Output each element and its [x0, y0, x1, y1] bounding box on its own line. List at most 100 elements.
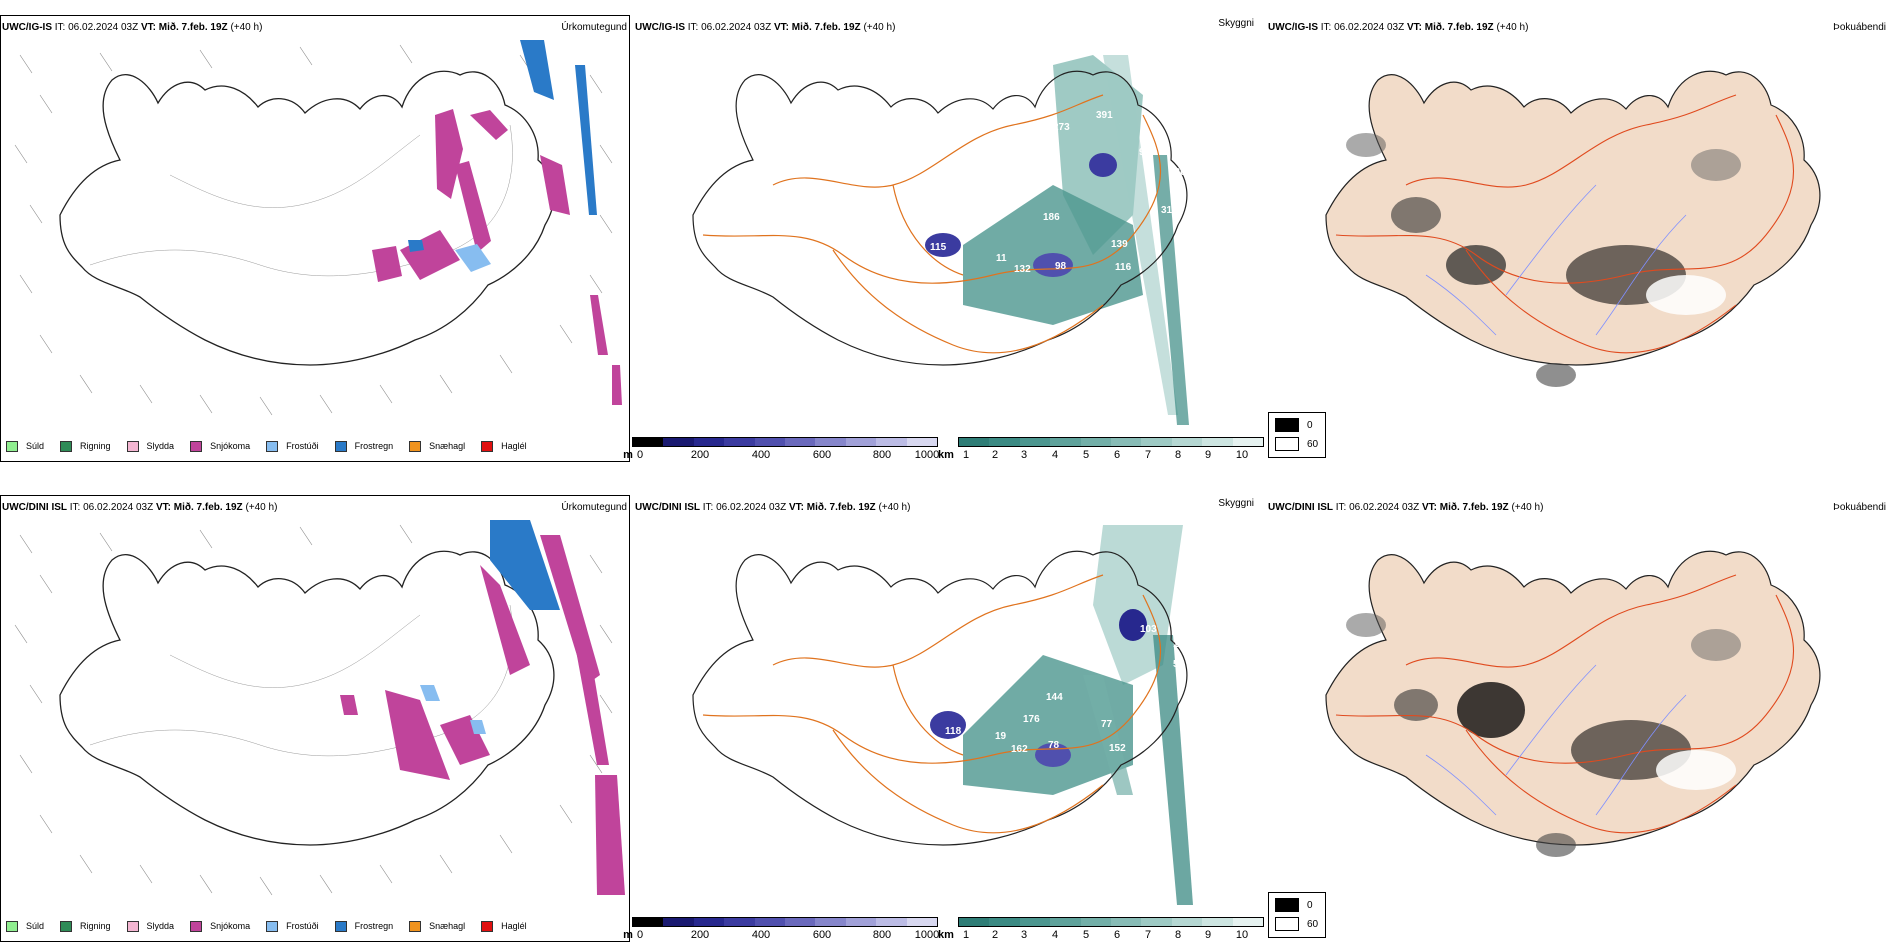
model-name: UWC/IG-IS [2, 22, 52, 33]
tick-label: 1 [962, 449, 970, 461]
tick-label: 8 [1174, 449, 1182, 461]
legend-swatch [190, 920, 203, 932]
visibility-label: 19 [995, 731, 1007, 742]
tick-label: 9 [1204, 449, 1212, 461]
legend-item: Rigning [60, 440, 111, 452]
visibility-label: 112 [873, 739, 890, 750]
panel-frame [0, 15, 630, 462]
fog-legend-item: 0 [1275, 418, 1319, 432]
visibility-label: 273 [1053, 122, 1070, 133]
visibility-panel-dini: UWC/DINI ISL IT: 06.02.2024 03Z VT: Mið.… [633, 480, 1266, 943]
tick-label: 1000 [914, 449, 940, 461]
vt-value: Mið. 7.feb. 19Z [1439, 502, 1509, 513]
legend-label: Rigning [80, 921, 111, 931]
visibility-ticks: km 1 2 3 4 5 6 7 8 9 10 [938, 929, 1264, 941]
visibility-label: 391 [1096, 110, 1113, 121]
fog-legend-swatch [1275, 898, 1299, 912]
fog-map [1325, 70, 1821, 387]
visibility-label: 97 [1170, 189, 1182, 200]
legend-label: Frostregn [354, 921, 394, 931]
legend-label: Frostúði [286, 441, 319, 451]
legend-swatch [334, 920, 347, 932]
lead-time: (+40 h) [878, 502, 911, 513]
tick-label: 6 [1113, 929, 1121, 941]
visibility-ticks: km 1 2 3 4 5 6 7 8 9 10 [938, 449, 1264, 461]
fog-panel-dini: UWC/DINI ISL IT: 06.02.2024 03Z VT: Mið.… [1266, 480, 1900, 943]
tick-label: 6 [1113, 449, 1121, 461]
model-name: UWC/DINI ISL [635, 502, 700, 513]
rivers [1425, 184, 1687, 336]
legend-item: Snæhagl [409, 920, 465, 932]
visibility-colorbar: km 1 2 3 4 5 6 7 8 9 10 [938, 437, 1264, 461]
tick-label: 600 [812, 929, 832, 941]
it-value: 06.02.2024 03Z [1349, 502, 1420, 513]
tick-label: 1 [962, 929, 970, 941]
visibility-label: 116 [1115, 262, 1132, 273]
wind-barbs [14, 44, 613, 416]
fog-legend-label: 0 [1307, 419, 1313, 431]
visibility-label: 120 [1169, 167, 1186, 178]
model-name: UWC/DINI ISL [1268, 502, 1333, 513]
panel-title: Skyggni [1218, 498, 1254, 509]
panel-header: UWC/IG-IS IT: 06.02.2024 03Z VT: Mið. 7.… [635, 22, 895, 33]
visibility-label: 77 [1101, 719, 1113, 730]
legend-item: Frostregn [334, 920, 394, 932]
legend-swatch [409, 440, 422, 452]
panel-header: UWC/DINI ISL IT: 06.02.2024 03Z VT: Mið.… [635, 502, 910, 513]
legend-item: Slydda [126, 920, 174, 932]
visibility-label: 11 [996, 253, 1007, 264]
model-name: UWC/IG-IS [635, 22, 685, 33]
vt-value: Mið. 7.feb. 19Z [806, 502, 876, 513]
fog-legend: 0 60 [1268, 412, 1326, 458]
tick-label: 8 [1174, 929, 1182, 941]
tick-label: 800 [872, 449, 892, 461]
panel-header: UWC/DINI ISL IT: 06.02.2024 03Z VT: Mið.… [1268, 502, 1543, 513]
precip-legend: Súld Rigning Slydda Snjókoma Frostúði Fr… [6, 918, 543, 934]
legend-swatch [60, 920, 73, 932]
tick-label: 800 [872, 929, 892, 941]
legend-item: Frostúði [266, 440, 319, 452]
tick-label: 400 [751, 929, 771, 941]
legend-item: Súld [6, 440, 45, 452]
altitude-unit: m [623, 449, 633, 461]
roads [702, 574, 1162, 834]
panel-header: UWC/DINI ISL IT: 06.02.2024 03Z VT: Mið.… [2, 502, 277, 513]
visibility-label: 17 [873, 262, 885, 273]
tick-label: 0 [636, 449, 644, 461]
tick-label: 0 [636, 929, 644, 941]
lead-time: (+40 h) [1496, 22, 1529, 33]
visibility-value-labels: 103 141 57 144 176 118 19 162 78 77 152 … [873, 624, 1190, 755]
legend-label: Súld [26, 441, 45, 451]
tick-label: 5 [1082, 449, 1090, 461]
roads [1335, 574, 1795, 834]
legend-label: Snjókoma [210, 441, 251, 451]
visibility-label: 162 [1011, 744, 1028, 755]
legend-label: Haglél [501, 441, 527, 451]
visibility-label: 186 [1043, 212, 1060, 223]
altitude-colorbar: m 0 200 400 600 800 1000 [623, 437, 940, 461]
legend-swatch [481, 440, 494, 452]
wind-barbs [14, 524, 613, 896]
legend-swatch [6, 920, 18, 932]
fog-legend-swatch [1275, 418, 1299, 432]
fog-legend-label: 60 [1307, 438, 1319, 450]
it-label: IT: [687, 22, 699, 33]
tick-label: 4 [1051, 449, 1059, 461]
vt-label: VT: [773, 22, 789, 33]
visibility-label: 43 [891, 720, 903, 731]
legend-swatch [6, 440, 18, 452]
tick-label: 5 [1082, 929, 1090, 941]
it-label: IT: [54, 22, 66, 33]
panel-title: Þokuábendi [1833, 502, 1886, 513]
vt-value: Mið. 7.feb. 19Z [1424, 22, 1494, 33]
visibility-map: 273 391 97 120 97 31 186 115 11 132 98 1… [692, 55, 1189, 425]
model-name: UWC/IG-IS [1268, 22, 1318, 33]
visibility-label: 117 [929, 377, 946, 388]
visibility-panel-ig: UWC/IG-IS IT: 06.02.2024 03Z VT: Mið. 7.… [633, 0, 1266, 463]
vt-label: VT: [1406, 22, 1422, 33]
tick-label: 1000 [914, 929, 940, 941]
fog-legend-label: 60 [1307, 918, 1319, 930]
it-value: 06.02.2024 03Z [1334, 22, 1405, 33]
legend-item: Súld [6, 920, 44, 932]
tick-label: 7 [1144, 449, 1152, 461]
